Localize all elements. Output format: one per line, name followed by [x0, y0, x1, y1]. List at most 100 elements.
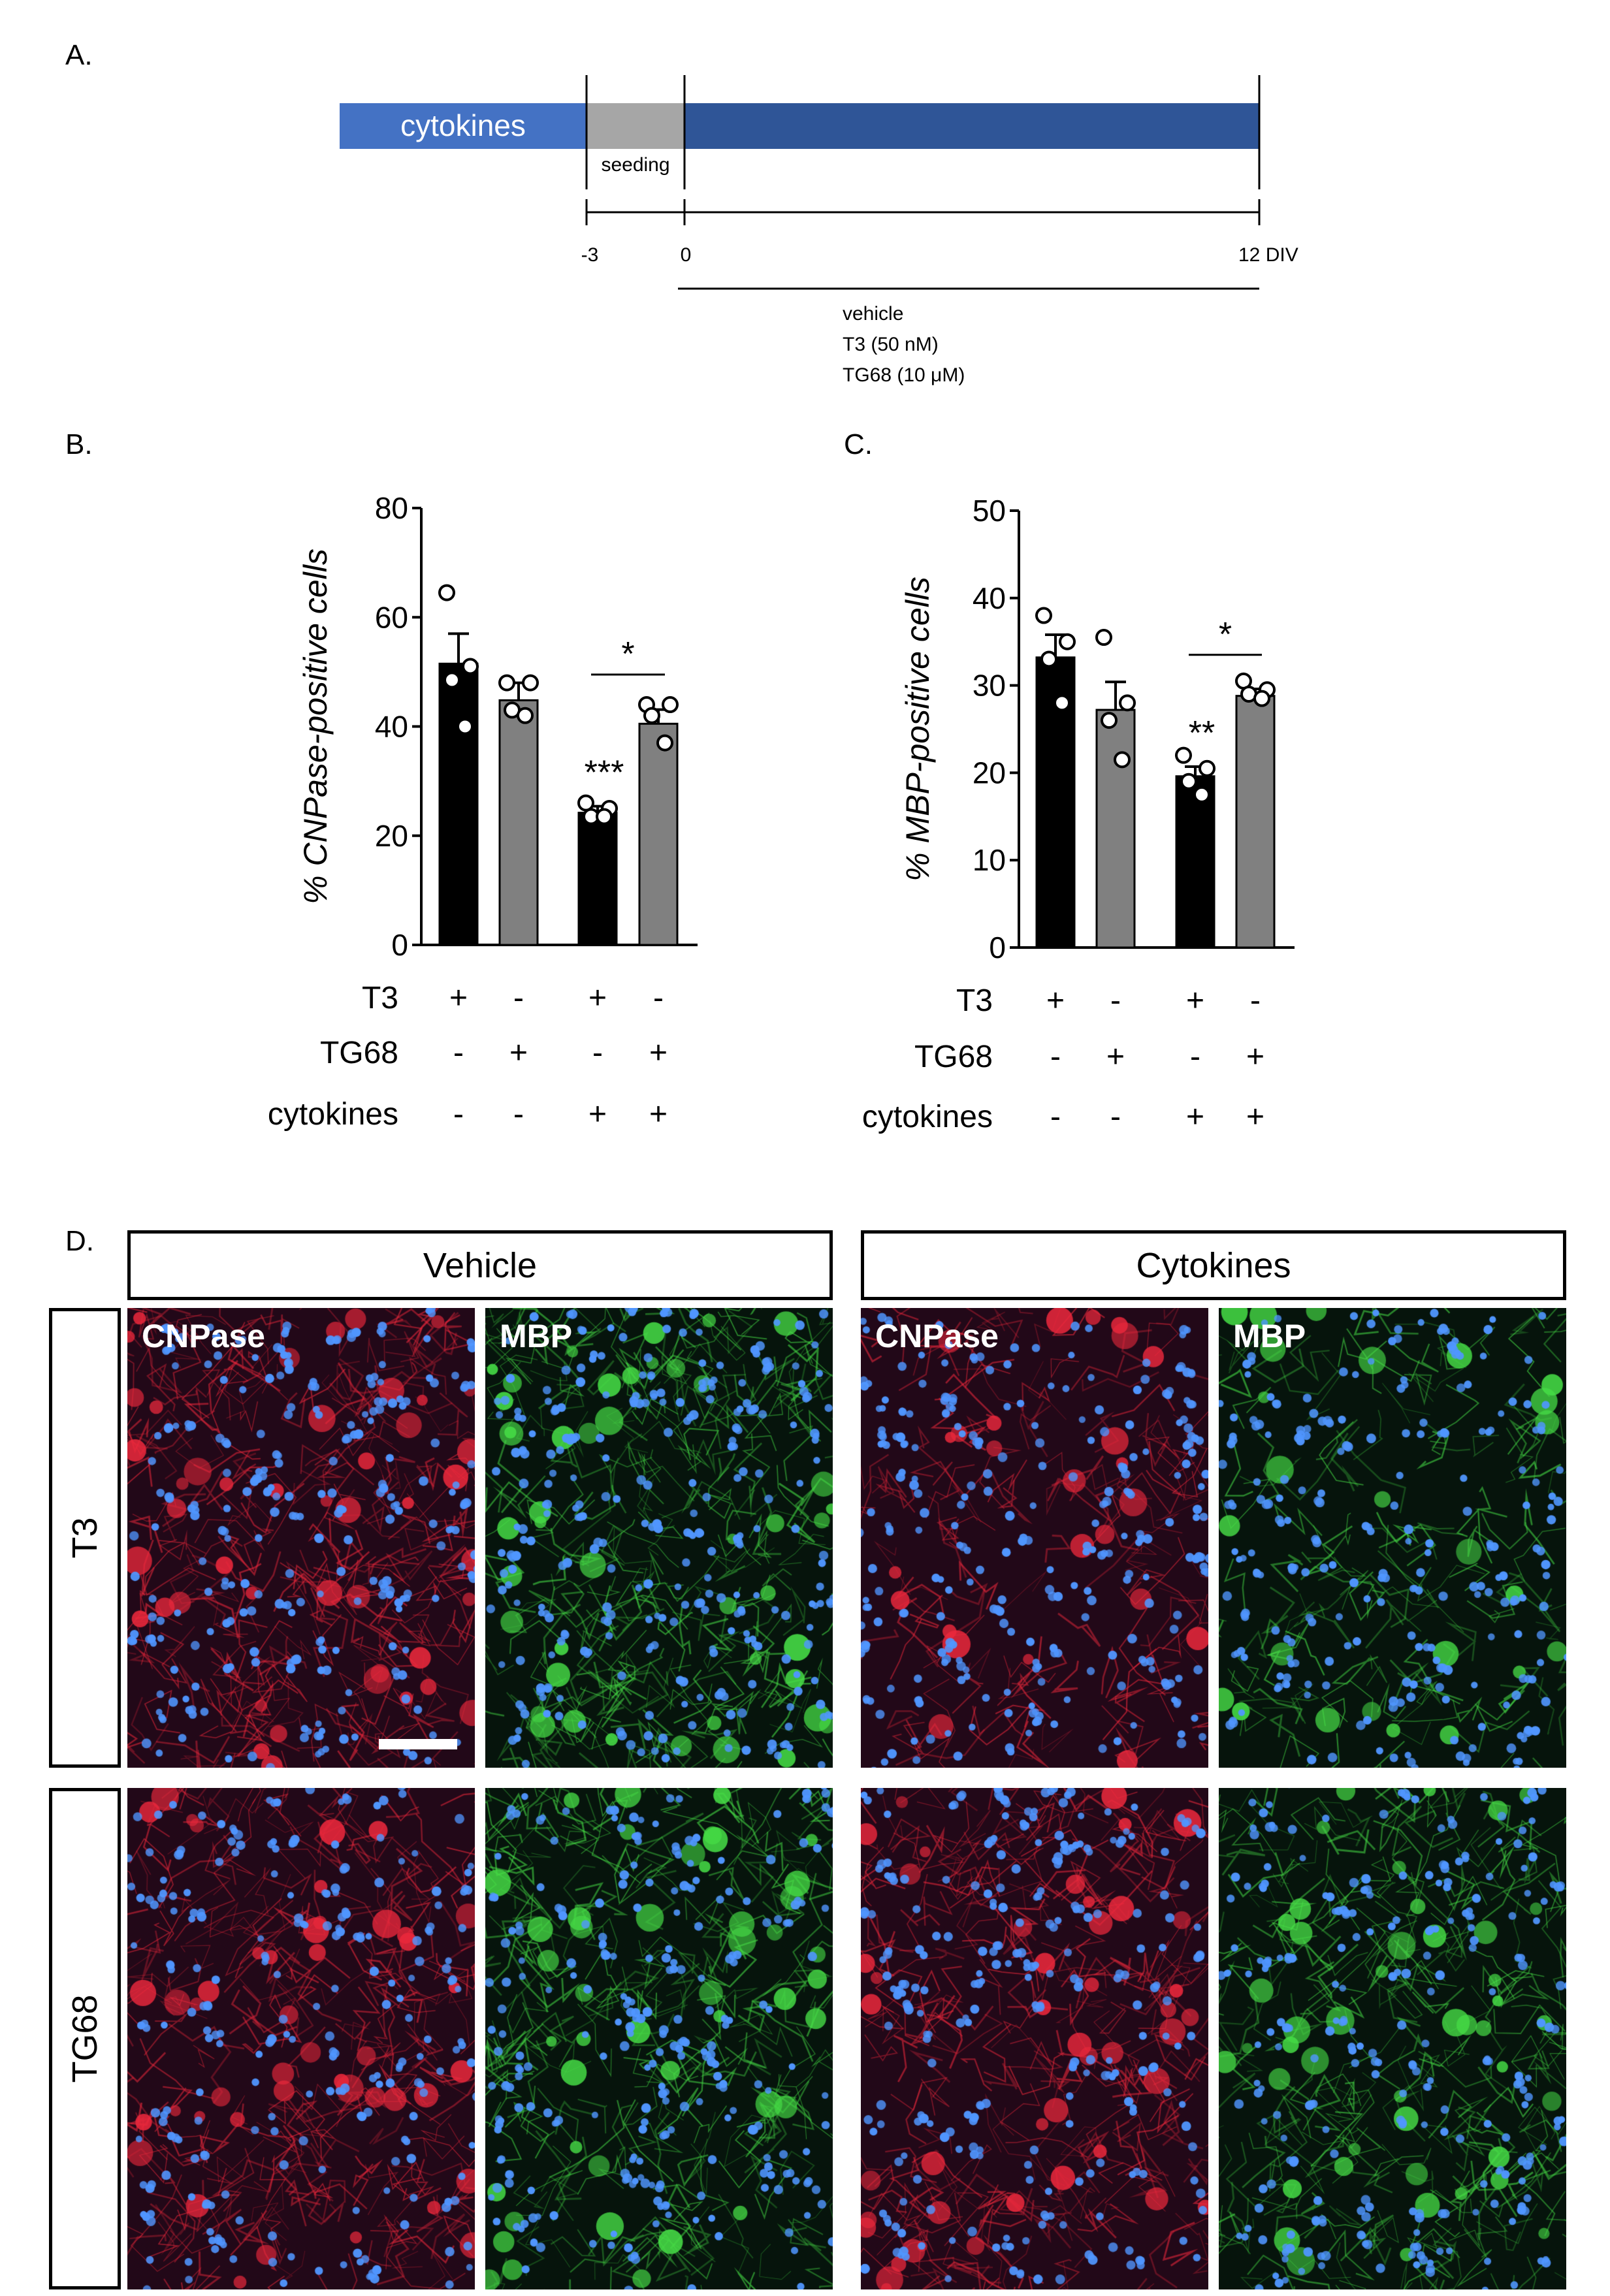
micrograph-tg68-cytokines-cnpase — [861, 1788, 1208, 2289]
data-point — [462, 658, 479, 675]
data-point — [643, 707, 660, 724]
treatment-sign: + — [1186, 983, 1204, 1018]
micrograph-t3-vehicle-cnpase: CNPase — [127, 1308, 475, 1768]
treatment-sign: - — [1250, 983, 1261, 1018]
timeline-tick-label: -3 — [581, 244, 599, 266]
treatment-sign: + — [1246, 1040, 1264, 1074]
data-point — [577, 794, 594, 812]
y-tick-label: 60 — [375, 600, 408, 634]
culture-bar — [684, 103, 1259, 149]
data-point — [1199, 759, 1216, 777]
treatment-sign: - — [1110, 983, 1121, 1018]
data-point — [1095, 629, 1112, 646]
data-point — [656, 734, 673, 752]
micrograph-t3-cytokines-mbp: MBP — [1219, 1308, 1566, 1768]
treatment-sign: + — [649, 1036, 668, 1070]
treatment-row-label: cytokines — [862, 1100, 993, 1134]
data-point — [1054, 694, 1071, 712]
y-tick-label: 40 — [375, 710, 408, 744]
treatment-sign: - — [453, 1036, 464, 1070]
y-tick-label: 20 — [973, 756, 1006, 789]
y-tick-label: 10 — [973, 843, 1006, 877]
seeding-bar — [587, 103, 684, 149]
bar — [638, 722, 679, 946]
panel-label-b: B. — [65, 428, 93, 460]
treatment-row-label: T3 — [362, 981, 398, 1015]
micrograph-t3-cytokines-cnpase: CNPase — [861, 1308, 1208, 1768]
panel-label-a: A. — [65, 39, 93, 71]
micrograph-tg68-vehicle-cnpase — [127, 1788, 475, 2289]
scale-bar — [379, 1739, 457, 1749]
significance-bracket-star: * — [1219, 616, 1232, 654]
data-point — [1175, 746, 1192, 764]
treatment-tg68: TG68 (10 μM) — [843, 364, 965, 386]
data-point — [517, 707, 534, 724]
data-point — [1180, 773, 1197, 790]
treatment-row-label: TG68 — [914, 1040, 993, 1074]
panel-label-c: C. — [844, 428, 873, 460]
bar — [1175, 775, 1216, 949]
treatment-sign: - — [1110, 1100, 1121, 1134]
micrograph-tg68-vehicle-mbp — [485, 1788, 833, 2289]
seeding-label: seeding — [601, 154, 669, 176]
y-tick-label: 80 — [375, 491, 408, 525]
row-label-t3-text: T3 — [65, 1517, 105, 1559]
treatment-sign: + — [1186, 1100, 1204, 1134]
timeline-tick-label: 12 DIV — [1238, 244, 1298, 266]
treatment-sign: - — [513, 981, 524, 1015]
data-point — [438, 584, 455, 601]
y-axis-label: % CNPase-positive cells — [297, 549, 334, 904]
treatment-sign: + — [588, 1097, 607, 1132]
data-point — [1253, 690, 1270, 707]
bar — [1235, 695, 1276, 949]
bar — [1095, 709, 1136, 949]
data-point — [522, 674, 539, 692]
data-point — [1059, 633, 1076, 650]
treatment-sign: + — [1046, 983, 1065, 1018]
treatment-row-label: TG68 — [320, 1036, 398, 1070]
data-point — [1101, 712, 1118, 729]
data-point — [443, 671, 460, 689]
y-tick-label: 0 — [989, 931, 1006, 965]
row-label-tg68-text: TG68 — [65, 1994, 105, 2083]
significance-stars: *** — [585, 754, 624, 792]
row-label-t3: T3 — [49, 1308, 121, 1768]
treatment-sign: + — [1246, 1100, 1264, 1134]
data-point — [457, 718, 474, 735]
y-tick-label: 30 — [973, 669, 1006, 703]
micrograph-t3-vehicle-mbp: MBP — [485, 1308, 833, 1768]
treatment-t3: T3 (50 nM) — [843, 334, 939, 355]
timeline-tick-label: 0 — [681, 244, 692, 266]
bar — [577, 812, 618, 946]
stain-label-mbp: MBP — [500, 1318, 573, 1354]
treatment-sign: - — [1050, 1040, 1061, 1074]
significance-bracket-star: * — [621, 635, 634, 673]
cytokines-bar — [340, 103, 587, 149]
stain-label-cnpase: CNPase — [142, 1318, 265, 1354]
treatment-sign: - — [513, 1097, 524, 1132]
data-point — [1114, 751, 1131, 769]
treatment-row-label: T3 — [956, 983, 993, 1018]
bar — [498, 699, 539, 946]
panel-label-d: D. — [65, 1225, 94, 1257]
y-tick-label: 40 — [973, 581, 1006, 615]
treatment-sign: + — [449, 981, 468, 1015]
y-tick-label: 20 — [375, 819, 408, 853]
data-point — [1040, 650, 1057, 668]
data-point — [1035, 607, 1052, 624]
treatment-sign: + — [649, 1097, 668, 1132]
data-point — [662, 696, 679, 714]
data-point — [1119, 694, 1136, 712]
condition-header-vehicle: Vehicle — [127, 1230, 833, 1300]
data-point — [498, 674, 515, 692]
y-tick-label: 50 — [973, 494, 1006, 528]
data-point — [596, 808, 613, 825]
treatment-sign: - — [592, 1036, 603, 1070]
y-tick-label: 0 — [391, 928, 408, 962]
treatment-sign: - — [653, 981, 664, 1015]
treatment-sign: + — [1106, 1040, 1125, 1074]
treatment-vehicle: vehicle — [843, 303, 903, 325]
y-axis-label: % MBP-positive cells — [899, 577, 936, 882]
treatment-sign: + — [509, 1036, 528, 1070]
